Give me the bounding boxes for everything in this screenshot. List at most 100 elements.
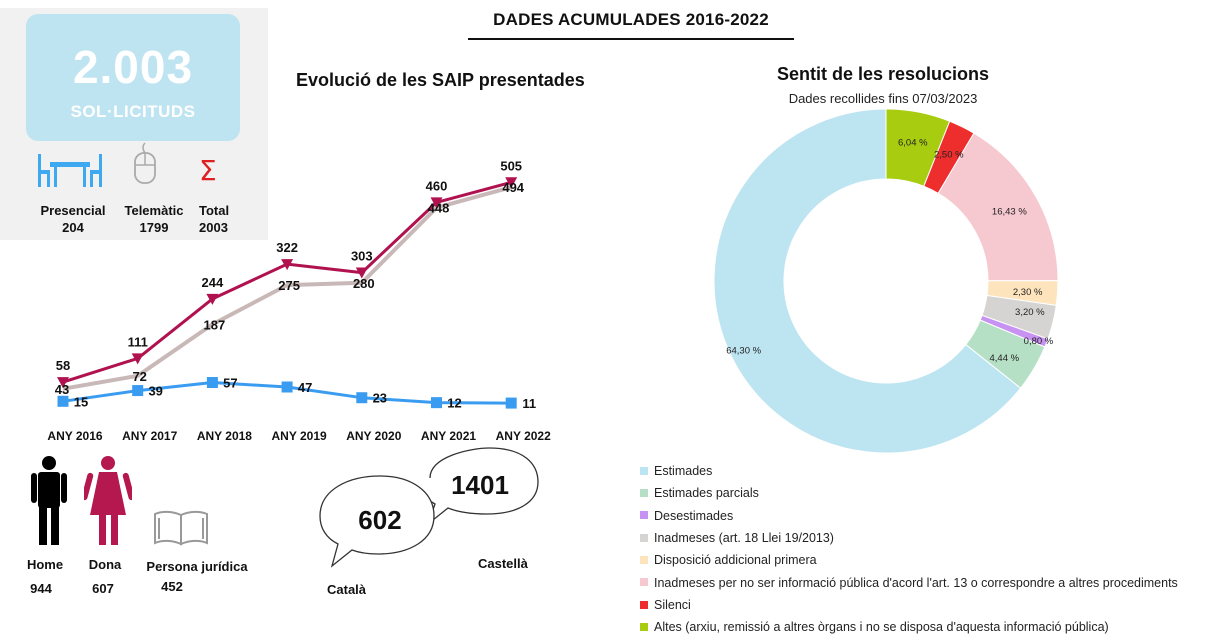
woman-icon: [84, 456, 132, 545]
legend-label: Desestimades: [654, 508, 734, 523]
donut-chart: 6,04 % 2,50 % 16,43 % 2,30 % 3,20 % 0,80 % 4,4…: [713, 108, 1059, 454]
data-label-castella: 448: [428, 201, 450, 216]
data-label-catala: 57: [223, 376, 237, 391]
x-tick-label: ANY 2020: [346, 429, 401, 443]
page-title: DADES ACUMULADES 2016-2022: [493, 10, 769, 29]
data-point-catala: [206, 377, 218, 389]
data-label-castella: 280: [353, 276, 375, 291]
data-point-total: [430, 197, 443, 209]
sigma-icon: Σ: [199, 154, 217, 187]
home-value: 944: [30, 581, 52, 596]
total-card: [26, 14, 240, 141]
legend-swatch: [640, 555, 648, 564]
x-tick-label: ANY 2017: [122, 429, 177, 443]
data-point-total: [131, 353, 144, 365]
legend-item: Estimades: [640, 464, 712, 478]
slice-label: 16,43 %: [992, 207, 1027, 218]
x-tick-label: ANY 2018: [197, 429, 252, 443]
data-point-catala: [132, 385, 144, 397]
table-chairs-icon: [38, 154, 102, 187]
stat-value-telematic: 1799: [139, 220, 169, 235]
legend-item: Desestimades: [640, 509, 733, 523]
slice-label: 4,44 %: [989, 353, 1019, 364]
x-tick-label: ANY 2021: [421, 429, 476, 443]
legend-label: Estimades parcials: [654, 486, 759, 501]
legend-swatch: [640, 578, 648, 587]
stat-label-telematic: Telemàtic: [124, 203, 184, 218]
legend-item: Disposició addicional primera: [640, 553, 817, 567]
legend-label: Altes (arxiu, remissió a altres òrgans i…: [654, 620, 1109, 635]
slice-label: 0,80 %: [1024, 336, 1054, 347]
legend-swatch: [640, 489, 648, 497]
legend-label: Disposició addicional primera: [654, 553, 817, 568]
legend-swatch: [640, 600, 648, 609]
legend-item: Inadmeses (art. 18 Llei 19/2013): [640, 531, 834, 545]
catala-value: 602: [358, 505, 402, 535]
stat-label-total: Total: [199, 203, 230, 218]
data-label-total: 322: [276, 240, 298, 255]
data-label-catala: 11: [522, 396, 536, 411]
data-label-castella: 72: [132, 369, 146, 384]
legend-swatch: [640, 466, 648, 475]
home-label: Home: [26, 557, 64, 572]
data-point-catala: [57, 395, 69, 407]
castella-label: Castellà: [478, 556, 528, 571]
donut-chart-title: Sentit de les resolucions: [776, 64, 990, 84]
data-point-total: [281, 259, 294, 271]
stat-value-presencial: 204: [62, 220, 84, 235]
line-chart: 58 111 244 322 303 460 505 43 72 187 275 280 448 494 1…: [47, 158, 551, 443]
data-label-castella: 275: [278, 278, 300, 293]
dona-value: 607: [92, 581, 114, 596]
castella-value: 1401: [451, 470, 509, 500]
data-label-castella: 494: [502, 180, 524, 195]
x-tick-label: ANY 2016: [47, 429, 102, 443]
stat-label-presencial: Presencial: [40, 203, 106, 218]
total-number: 2.003: [72, 41, 194, 93]
slice-label: 3,20 %: [1015, 307, 1045, 318]
legend-swatch: [640, 511, 648, 520]
data-point-total: [355, 267, 368, 279]
slice-label: 64,30 %: [726, 346, 761, 357]
data-label-catala: 23: [373, 391, 387, 406]
data-label-total: 460: [426, 178, 448, 193]
donut-slice: [713, 108, 1022, 454]
x-tick-label: ANY 2022: [496, 429, 551, 443]
line-chart-title: Evolució de les SAIP presentades: [296, 70, 585, 90]
data-point-catala: [356, 392, 368, 404]
data-label-catala: 15: [74, 394, 88, 409]
data-label-total: 303: [351, 249, 373, 264]
data-label-total: 505: [500, 158, 522, 173]
data-label-total: 111: [128, 334, 148, 349]
book-icon: [154, 510, 208, 546]
man-icon: [31, 456, 67, 545]
data-label-total: 244: [202, 275, 224, 290]
data-label-castella: 43: [55, 382, 69, 397]
mouse-icon: [134, 142, 156, 184]
legend-label: Silenci: [654, 597, 691, 612]
persona-juridica-label: Persona jurídica: [146, 559, 248, 574]
data-point-total: [57, 377, 69, 389]
speech-bubbles: [319, 447, 539, 568]
data-point-catala: [505, 397, 517, 409]
total-label: SOL·LICITUDS: [70, 102, 196, 121]
legend-swatch: [640, 622, 648, 631]
legend-item: Inadmeses per no ser informació pública …: [640, 576, 1178, 590]
donut-chart-subtitle: Dades recollides fins 07/03/2023: [788, 91, 978, 106]
stat-value-total: 2003: [199, 220, 228, 235]
legend-item: Altes (arxiu, remissió a altres òrgans i…: [640, 620, 1109, 634]
x-tick-label: ANY 2019: [272, 429, 327, 443]
title-underline: [468, 38, 794, 40]
data-point-catala: [281, 381, 293, 393]
slice-label: 6,04 %: [898, 138, 928, 149]
legend-label: Inadmeses per no ser informació pública …: [654, 575, 1178, 590]
legend-swatch: [640, 533, 648, 542]
data-label-castella: 187: [204, 317, 226, 332]
persona-juridica-value: 452: [161, 579, 183, 594]
data-point-total: [505, 177, 518, 189]
legend-label: Inadmeses (art. 18 Llei 19/2013): [654, 530, 834, 545]
data-label-total: 58: [56, 358, 70, 373]
data-point-catala: [431, 397, 442, 409]
legend-item: Estimades parcials: [640, 486, 759, 500]
dona-label: Dona: [88, 557, 122, 572]
data-label-catala: 39: [148, 384, 162, 399]
